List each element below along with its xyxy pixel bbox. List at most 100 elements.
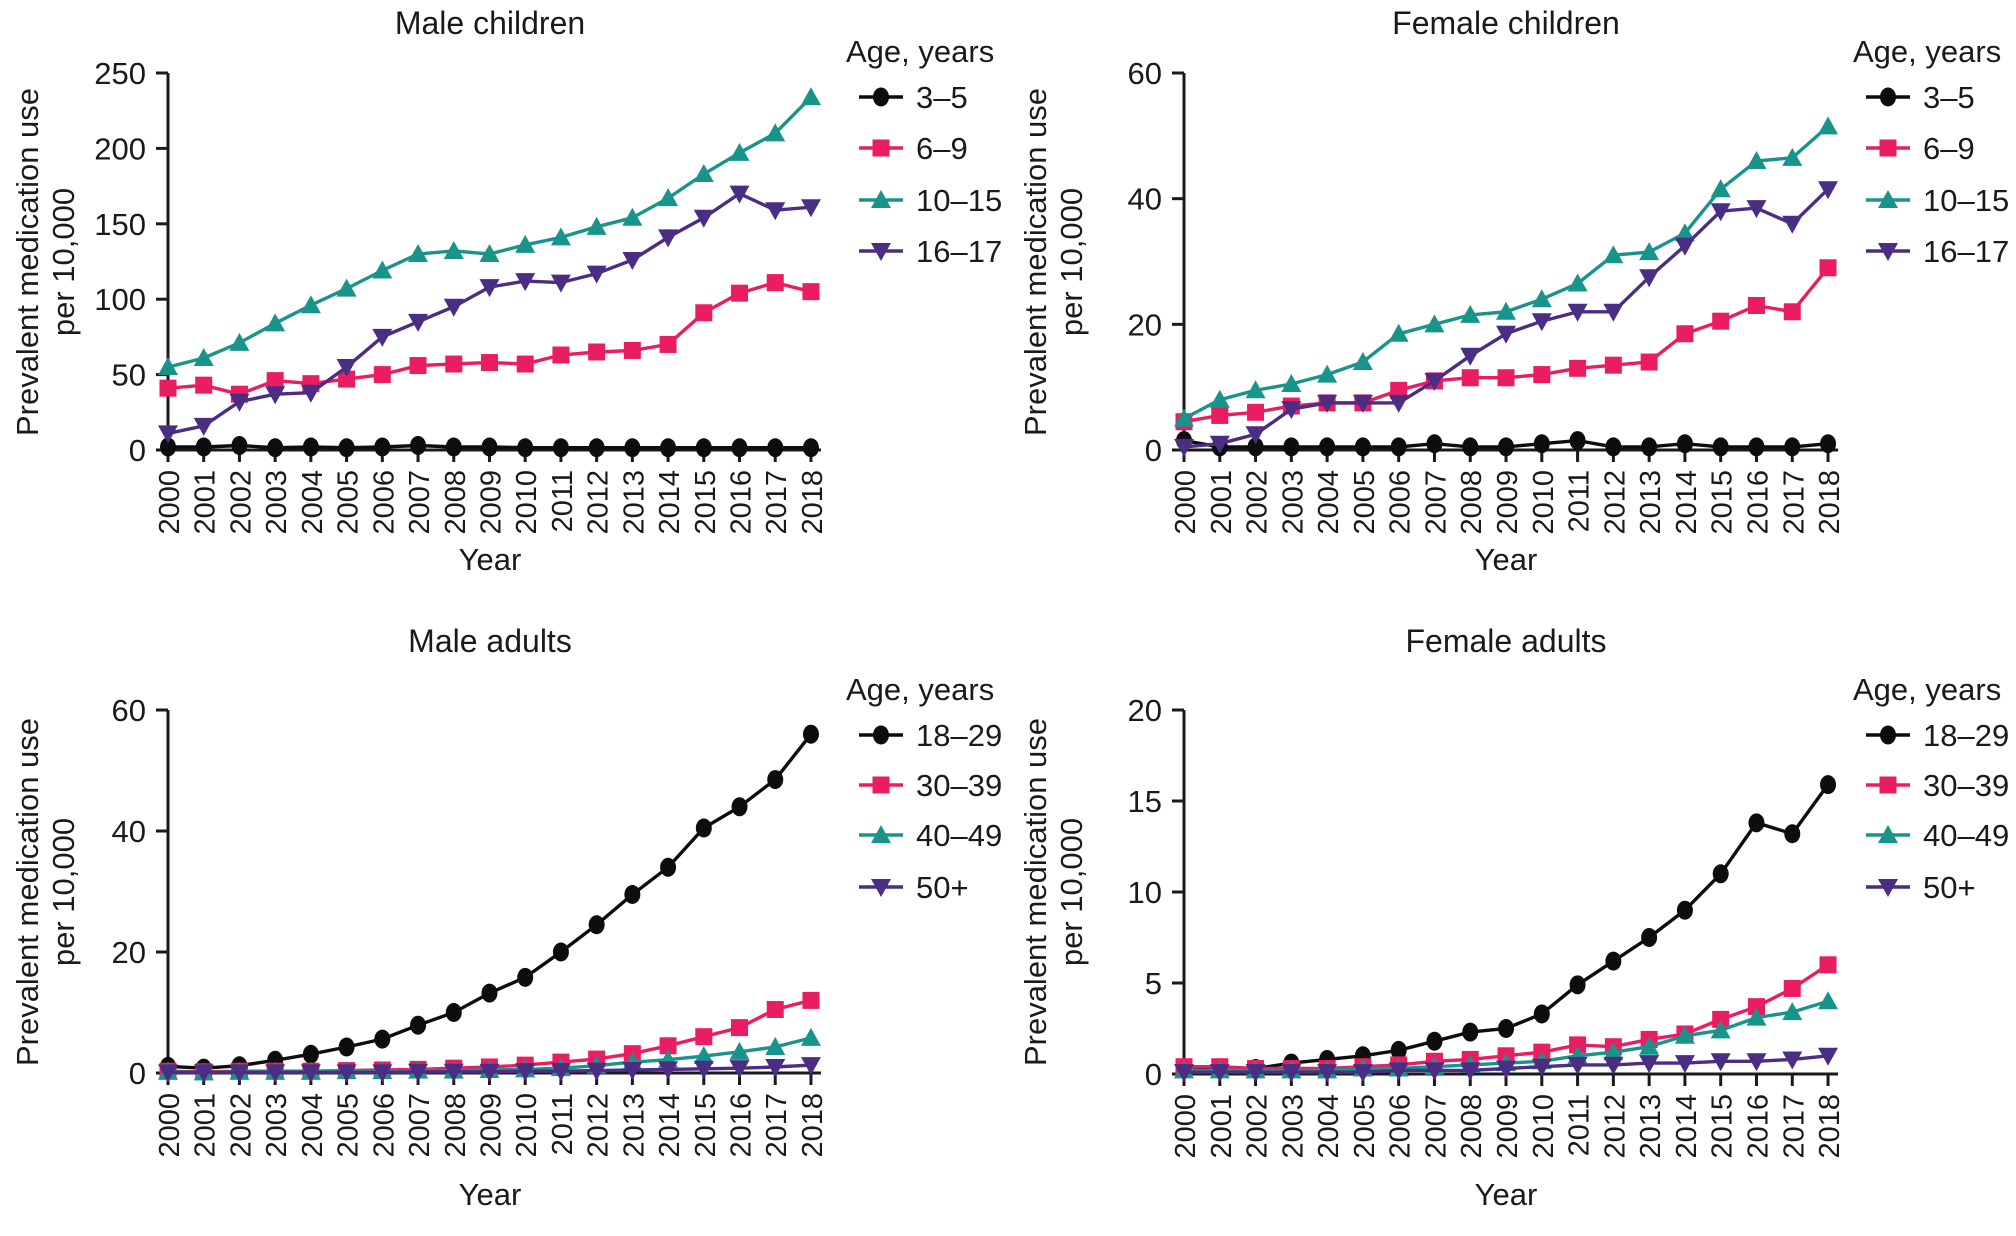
x-tick-label: 2004 [297,1093,329,1158]
marker-triangle-up [1603,245,1624,264]
x-tick-label: 2001 [190,470,222,535]
marker-circle [195,437,212,457]
x-tick-label: 2010 [511,1093,543,1158]
marker-triangle-down [1674,1055,1695,1074]
marker-triangle-down [1878,243,1898,261]
marker-triangle-down [586,265,607,284]
panel-male-adults: Male adults Prevalent medication use per… [10,623,1002,1212]
x-tick-label: 2002 [1242,470,1274,535]
x-axis-label: Year [459,542,522,577]
marker-triangle-down [1674,237,1695,256]
legend-label: 16–17 [916,234,1002,269]
x-tick-label: 2018 [1814,470,1846,535]
series-markers-18-29 [160,724,819,1078]
marker-triangle-down [1281,1064,1302,1083]
marker-triangle-up [443,240,464,259]
y-tick-label: 40 [1128,182,1162,217]
legend-title: Age, years [1853,34,2001,69]
y-tick-label: 5 [1145,966,1162,1001]
marker-triangle-up [1603,1042,1624,1061]
marker-triangle-up [1174,408,1194,427]
y-axis-label-line2: per 10,000 [46,188,81,336]
y-tick-label: 200 [94,131,146,166]
marker-triangle-up [515,234,536,253]
marker-square [1676,325,1694,343]
marker-square [552,346,570,364]
marker-triangle-down [800,199,821,218]
marker-circle [873,725,889,745]
marker-triangle-down [1818,181,1839,200]
marker-circle [517,438,534,458]
marker-triangle-up [1674,223,1695,242]
marker-triangle-up [229,332,250,351]
marker-circle [338,438,355,458]
series-line-6-9 [1183,266,1830,424]
x-tick-label: 2005 [333,470,365,535]
x-tick-label: 2001 [190,1093,222,1158]
marker-triangle-down [550,274,571,293]
x-tick-label: 2014 [1671,470,1703,535]
marker-triangle-down [372,328,393,347]
marker-square [1390,381,1408,399]
legend-title: Age, years [846,672,994,707]
marker-triangle-down [1460,1062,1481,1081]
marker-triangle-down [1209,435,1230,454]
marker-circle [302,1044,319,1064]
y-axis-label-line2: per 10,000 [1054,188,1089,336]
marker-triangle-up [1424,314,1445,333]
x-tick-label: 2010 [511,470,543,535]
x-tick-label: 2008 [440,470,472,535]
marker-circle [1676,900,1693,920]
marker-circle [1247,437,1264,457]
marker-triangle-up [372,260,393,279]
marker-circle [338,1037,355,1057]
marker-triangle-down [1496,1060,1517,1079]
marker-square [373,366,391,384]
marker-circle [1712,864,1729,884]
marker-square [1640,353,1658,371]
marker-square [1783,979,1801,997]
marker-triangle-down [229,393,250,412]
marker-triangle-up [1281,374,1302,393]
marker-square [588,343,606,361]
marker-circle [1641,928,1658,947]
marker-triangle-down [1174,438,1194,457]
marker-square [695,304,713,322]
marker-circle [160,437,176,457]
marker-circle [1748,437,1765,457]
marker-triangle-down [1424,1062,1445,1081]
marker-circle [1784,824,1801,844]
marker-circle [731,438,748,458]
marker-square [159,379,177,397]
marker-triangle-up [1878,825,1898,843]
marker-triangle-down [1878,879,1898,897]
marker-circle [1880,87,1896,107]
marker-triangle-up [693,164,714,183]
x-tick-label: 2012 [583,1093,615,1158]
y-tick-label: 250 [94,56,146,91]
panel-title: Female adults [1406,623,1607,659]
marker-triangle-down [515,273,536,292]
marker-triangle-down [1209,1064,1230,1083]
marker-square [1879,776,1897,794]
marker-triangle-down [1567,303,1588,322]
series-line-6-9 [167,280,812,396]
marker-circle [1641,437,1658,457]
y-tick-label: 150 [94,207,146,242]
legend-title: Age, years [846,34,994,69]
marker-triangle-down [1531,313,1552,332]
x-tick-label: 2014 [654,470,686,535]
marker-triangle-down [336,1064,357,1083]
marker-triangle-up [729,142,750,161]
x-tick-label: 2013 [1635,1094,1667,1159]
marker-square [659,1037,677,1055]
marker-square [445,355,463,373]
marker-circle [267,438,284,458]
marker-circle [802,724,819,744]
x-tick-label: 2012 [1599,470,1631,535]
marker-triangle-down [193,1064,214,1083]
marker-square [1879,139,1897,157]
marker-triangle-down [1746,1053,1767,1072]
legend-label: 30–39 [1923,768,2009,803]
